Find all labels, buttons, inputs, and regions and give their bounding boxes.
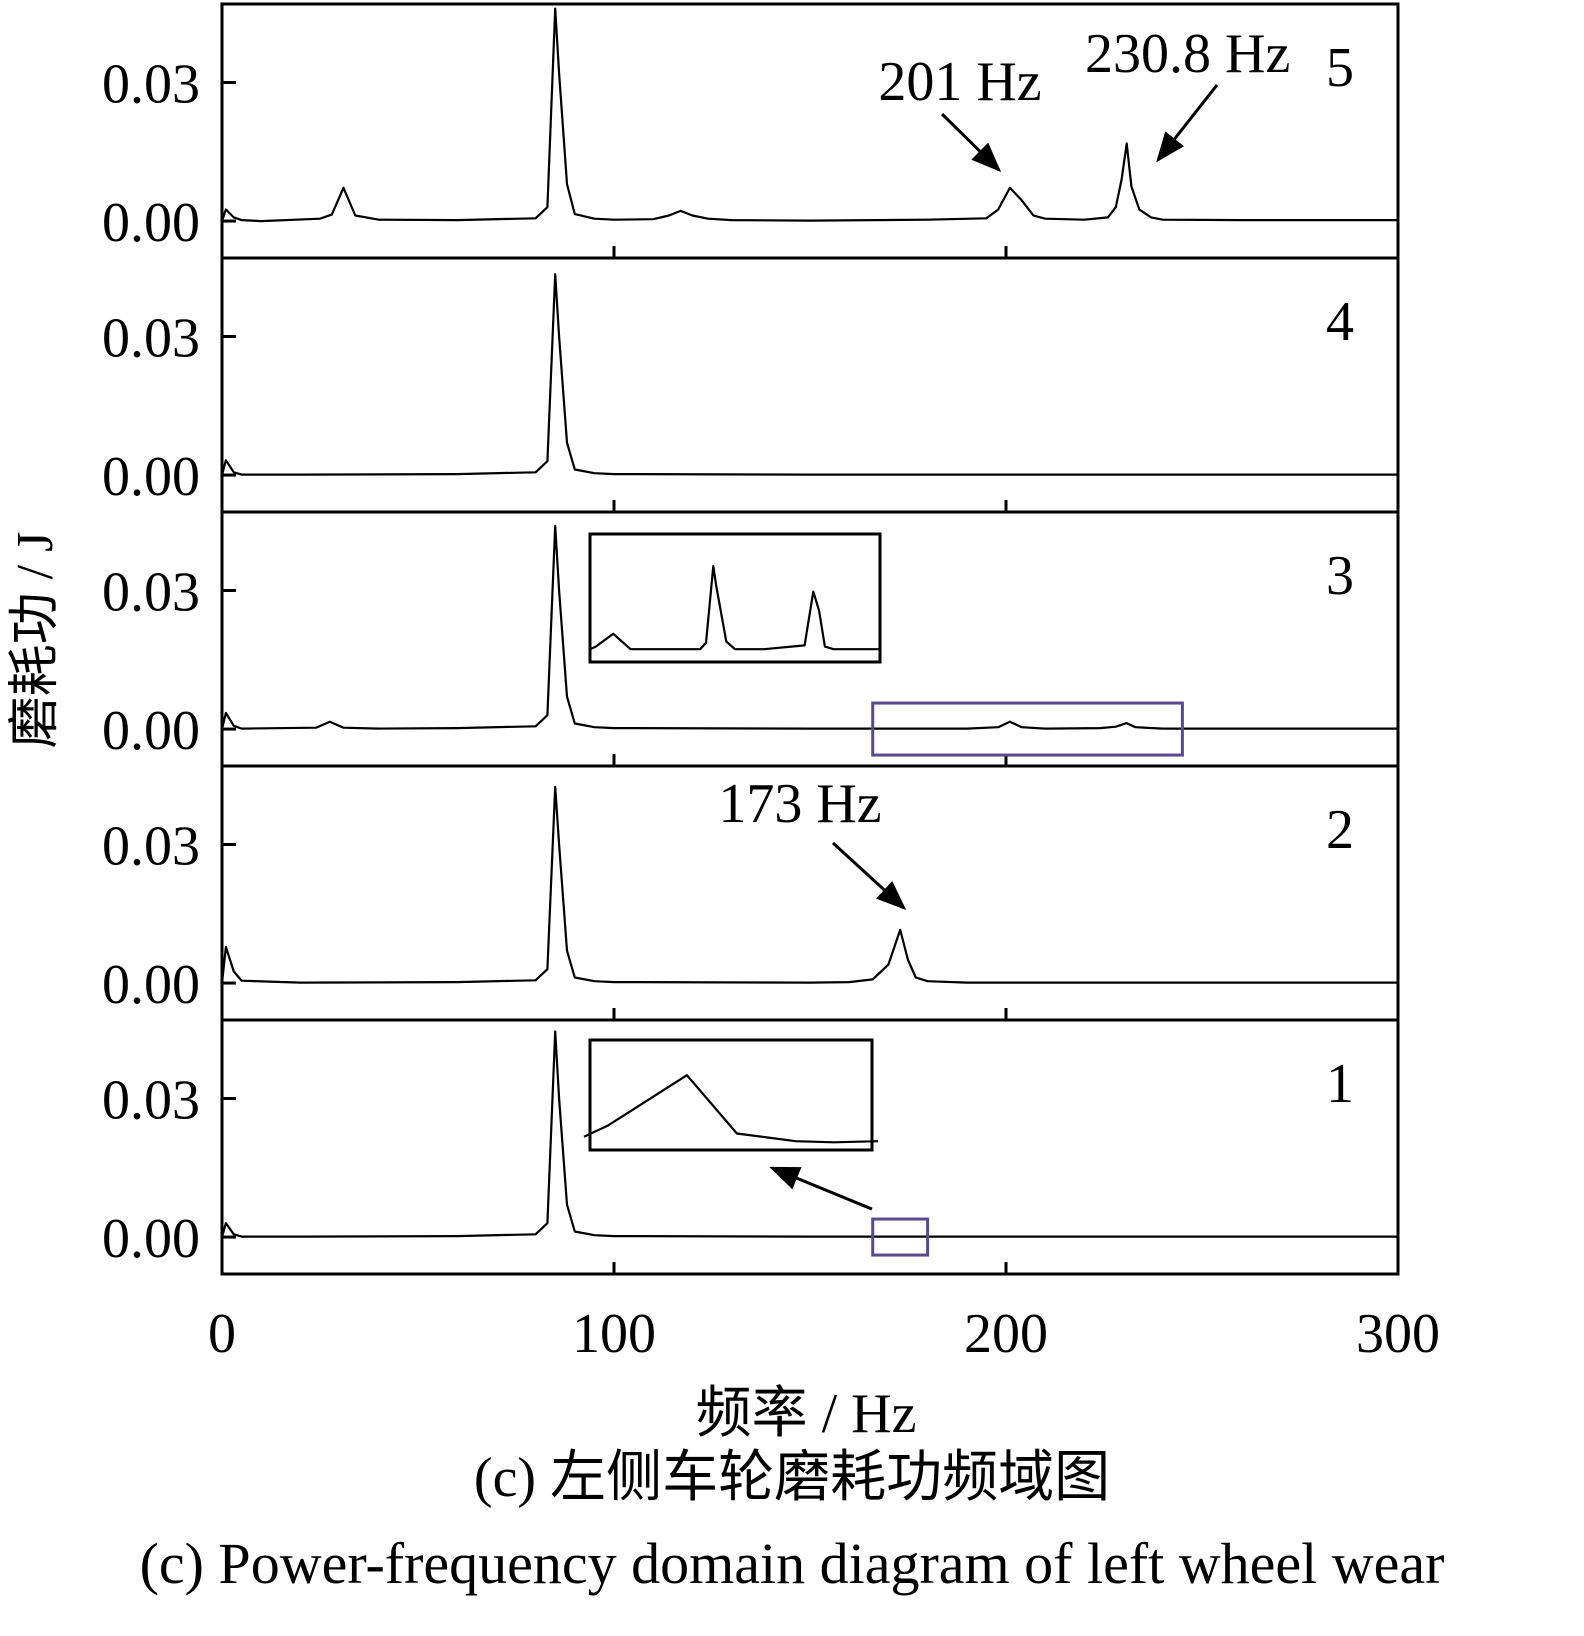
y-tick-label: 0.03 <box>102 308 200 370</box>
peak-annotation-label: 201 Hz <box>878 51 1041 113</box>
panel-frame <box>220 1018 1400 1276</box>
figure-caption-english: (c) Power-frequency domain diagram of le… <box>139 1531 1445 1596</box>
panel-3: 0.00 0.03 3 <box>102 510 1400 768</box>
y-tick-label: 0.03 <box>102 816 200 878</box>
series-line <box>220 273 1398 476</box>
zoom-region-marker <box>871 701 1184 757</box>
peak-annotation-arrow <box>1156 84 1219 163</box>
figure-caption-chinese: (c) 左侧车轮磨耗功频域图 <box>473 1447 1111 1509</box>
inset-zoom-box <box>588 1038 874 1152</box>
y-tick-label: 0.03 <box>102 1070 200 1132</box>
series-line <box>220 524 1398 730</box>
y-axis-label: 磨耗功 / J <box>7 532 64 749</box>
y-tick-label: 0.00 <box>102 446 200 508</box>
panel-number-label: 1 <box>1326 1053 1354 1115</box>
peak-annotation-label: 230.8 Hz <box>1085 23 1290 85</box>
inset-zoom-box <box>588 532 882 664</box>
x-tick-label: 300 <box>1356 1303 1440 1365</box>
peak-annotation-label: 173 Hz <box>718 773 881 835</box>
panel-1: 0.00 0.03 1 <box>102 1018 1400 1276</box>
peak-annotation-arrow <box>940 112 1002 173</box>
panel-number-label: 5 <box>1326 37 1354 99</box>
y-tick-label: 0.03 <box>102 562 200 624</box>
zoom-region-marker <box>871 1217 930 1257</box>
panel-4: 0.00 0.03 4 <box>102 256 1400 514</box>
panel-5: 0.00 0.03 5 201 Hz 230.8 Hz <box>102 2 1400 260</box>
y-tick-label: 0.00 <box>102 954 200 1016</box>
y-tick-label: 0.00 <box>102 700 200 762</box>
series-line <box>220 785 1398 984</box>
panel-2: 0.00 0.03 2 173 Hz <box>102 764 1400 1022</box>
x-axis-label: 频率 / Hz <box>696 1383 917 1445</box>
series-line <box>220 1030 1398 1238</box>
y-tick-label: 0.00 <box>102 192 200 254</box>
inset-series-line <box>583 1074 879 1144</box>
x-tick-label: 200 <box>964 1303 1048 1365</box>
inset-series-line <box>589 564 880 651</box>
panel-number-label: 2 <box>1326 799 1354 861</box>
panel-number-label: 3 <box>1326 545 1354 607</box>
y-tick-label: 0.03 <box>102 54 200 116</box>
peak-annotation-arrow <box>831 841 907 911</box>
zoom-arrow <box>769 1166 873 1211</box>
y-tick-label: 0.00 <box>102 1208 200 1270</box>
series-line <box>220 7 1398 223</box>
x-tick-label: 100 <box>572 1303 656 1365</box>
panel-number-label: 4 <box>1326 291 1354 353</box>
x-tick-label: 0 <box>208 1303 236 1365</box>
